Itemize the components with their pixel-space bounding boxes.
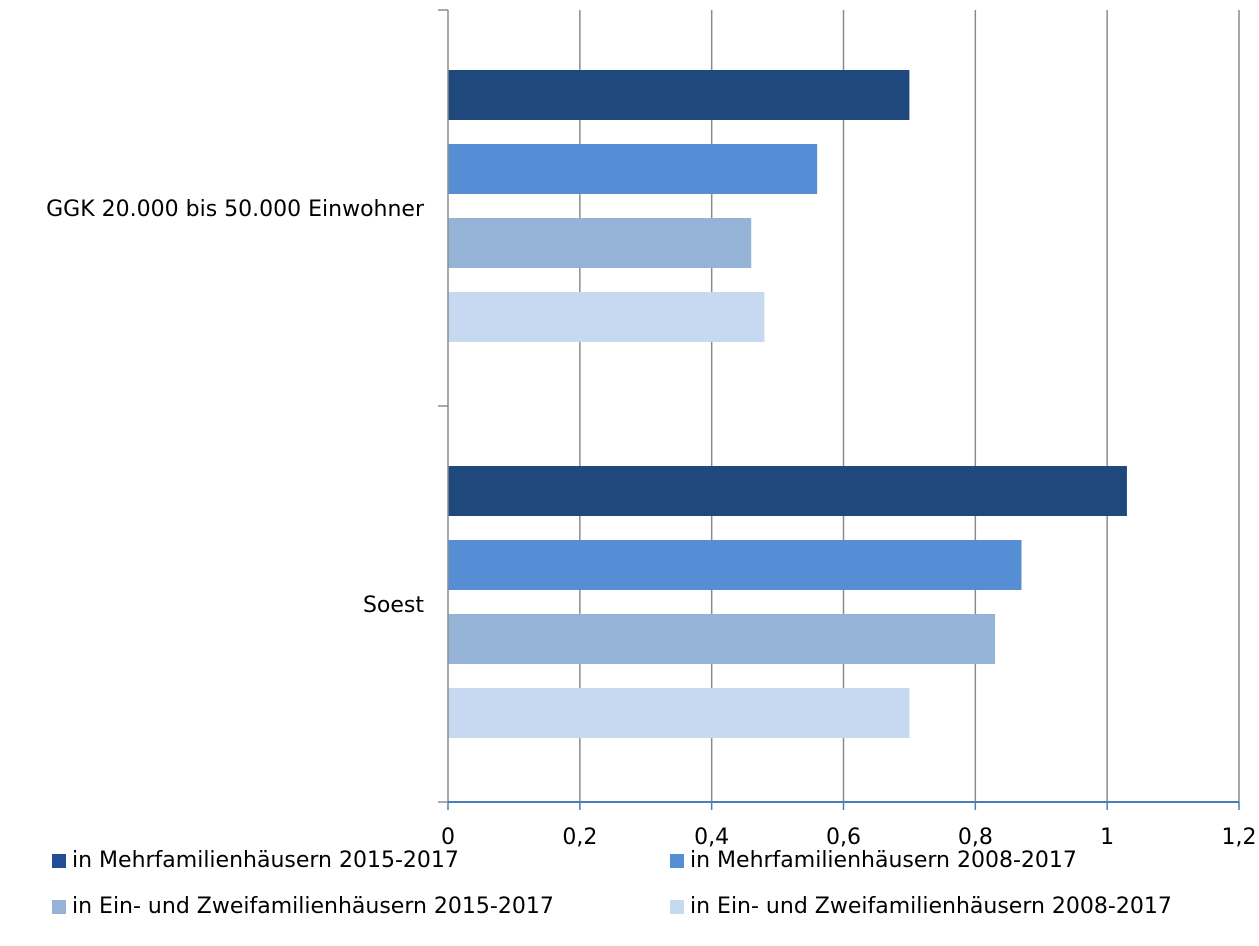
x-tick-label: 0,4 (694, 825, 729, 850)
gridlines (579, 10, 1240, 802)
legend-swatch (52, 899, 66, 914)
legend-label: in Mehrfamilienhäusern 2015-2017 (72, 848, 459, 873)
category-labels: GGK 20.000 bis 50.000 Einwohner Soest (46, 197, 425, 618)
legend-item-mfh-2008-2017: in Mehrfamilienhäusern 2008-2017 (670, 848, 1077, 873)
legend-item-mfh-2015-2017: in Mehrfamilienhäusern 2015-2017 (52, 848, 459, 873)
legend-label: in Ein- und Zweifamilienhäusern 2015-201… (72, 894, 554, 919)
category-label: GGK 20.000 bis 50.000 Einwohner (46, 197, 425, 222)
x-tick-label: 1,2 (1222, 825, 1257, 850)
x-tick-labels: 0 0,2 0,4 0,6 0,8 1 1,2 (441, 825, 1257, 850)
bars (448, 70, 1127, 738)
x-tick-label: 0,2 (562, 825, 597, 850)
bar (448, 144, 818, 194)
bar (448, 70, 910, 120)
legend-swatch (670, 853, 684, 868)
x-tick-label: 0,8 (958, 825, 993, 850)
axes (438, 9, 1240, 810)
bar (448, 688, 910, 738)
legend-label: in Ein- und Zweifamilienhäusern 2008-201… (690, 894, 1172, 919)
x-tick-label: 1 (1100, 825, 1114, 850)
bar (448, 540, 1022, 590)
legend-swatch (670, 899, 684, 914)
bar (448, 614, 996, 664)
bar (448, 466, 1127, 516)
bar (448, 292, 765, 342)
x-tick-label: 0 (441, 825, 455, 850)
legend-item-ezfh-2008-2017: in Ein- und Zweifamilienhäusern 2008-201… (670, 894, 1172, 919)
bar (448, 218, 752, 268)
x-tick-label: 0,6 (826, 825, 861, 850)
legend-item-ezfh-2015-2017: in Ein- und Zweifamilienhäusern 2015-201… (52, 894, 554, 919)
legend-swatch (52, 853, 66, 868)
legend-label: in Mehrfamilienhäusern 2008-2017 (690, 848, 1077, 873)
category-label: Soest (363, 593, 424, 618)
